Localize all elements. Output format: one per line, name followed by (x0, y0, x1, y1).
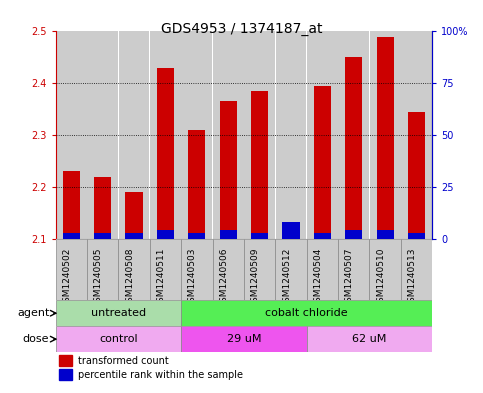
Bar (87, 239, 118, 300)
Bar (181, 31, 213, 239)
Bar (338, 31, 339, 239)
Bar (181, 31, 182, 239)
Bar (56, 31, 87, 239)
Bar (126, 233, 142, 239)
Bar (338, 31, 369, 239)
Bar (213, 31, 244, 239)
Bar (283, 236, 299, 239)
Bar (188, 130, 205, 239)
Text: GSM1240511: GSM1240511 (156, 248, 165, 309)
Bar (63, 233, 80, 239)
Bar (314, 86, 331, 239)
Text: GSM1240513: GSM1240513 (408, 248, 416, 309)
Text: GSM1240505: GSM1240505 (94, 248, 103, 309)
Bar (401, 239, 432, 300)
Bar (118, 239, 150, 300)
Bar (275, 31, 276, 239)
Bar (306, 31, 307, 239)
Bar (94, 176, 111, 239)
Bar (181, 326, 307, 352)
Bar (369, 31, 401, 239)
Bar (244, 239, 275, 300)
Bar (150, 239, 181, 300)
Bar (251, 91, 268, 239)
Bar (251, 233, 268, 239)
Bar (377, 37, 394, 239)
Bar (307, 326, 432, 352)
Bar (369, 239, 401, 300)
Bar (213, 239, 244, 300)
Bar (59, 355, 72, 366)
Bar (157, 230, 174, 239)
Text: agent: agent (17, 308, 49, 318)
Bar (86, 31, 87, 239)
Bar (377, 230, 394, 239)
Text: percentile rank within the sample: percentile rank within the sample (78, 370, 243, 380)
Bar (307, 239, 338, 300)
Bar (157, 68, 174, 239)
Text: untreated: untreated (91, 308, 146, 318)
Bar (150, 31, 181, 239)
Text: GSM1240506: GSM1240506 (219, 248, 228, 309)
Text: dose: dose (23, 334, 49, 344)
Bar (408, 112, 425, 239)
Bar (275, 31, 307, 239)
Text: GSM1240510: GSM1240510 (376, 248, 385, 309)
Bar (408, 233, 425, 239)
Text: control: control (99, 334, 138, 344)
Bar (188, 233, 205, 239)
Bar (244, 31, 275, 239)
Bar (345, 230, 362, 239)
Bar (181, 239, 213, 300)
Bar (220, 230, 237, 239)
Bar (338, 239, 369, 300)
Bar (63, 171, 80, 239)
Text: transformed count: transformed count (78, 356, 169, 366)
Bar (126, 192, 142, 239)
Text: GSM1240512: GSM1240512 (282, 248, 291, 309)
Text: cobalt chloride: cobalt chloride (265, 308, 348, 318)
Bar (56, 326, 181, 352)
Bar (118, 31, 150, 239)
Bar (220, 101, 237, 239)
Bar (118, 31, 119, 239)
Bar (369, 31, 370, 239)
Bar (283, 222, 299, 239)
Bar (212, 31, 213, 239)
Bar (400, 31, 401, 239)
Bar (87, 31, 118, 239)
Bar (243, 31, 244, 239)
Text: GSM1240502: GSM1240502 (62, 248, 71, 309)
Bar (59, 369, 72, 380)
Bar (56, 300, 181, 326)
Text: GDS4953 / 1374187_at: GDS4953 / 1374187_at (161, 22, 322, 36)
Text: 62 uM: 62 uM (352, 334, 387, 344)
Bar (181, 300, 432, 326)
Text: GSM1240508: GSM1240508 (125, 248, 134, 309)
Text: GSM1240504: GSM1240504 (313, 248, 323, 309)
Bar (275, 239, 307, 300)
Text: GSM1240509: GSM1240509 (251, 248, 260, 309)
Bar (56, 239, 87, 300)
Bar (314, 233, 331, 239)
Bar (307, 31, 338, 239)
Text: GSM1240503: GSM1240503 (188, 248, 197, 309)
Bar (401, 31, 432, 239)
Text: 29 uM: 29 uM (227, 334, 261, 344)
Bar (149, 31, 150, 239)
Text: GSM1240507: GSM1240507 (345, 248, 354, 309)
Bar (345, 57, 362, 239)
Bar (94, 233, 111, 239)
